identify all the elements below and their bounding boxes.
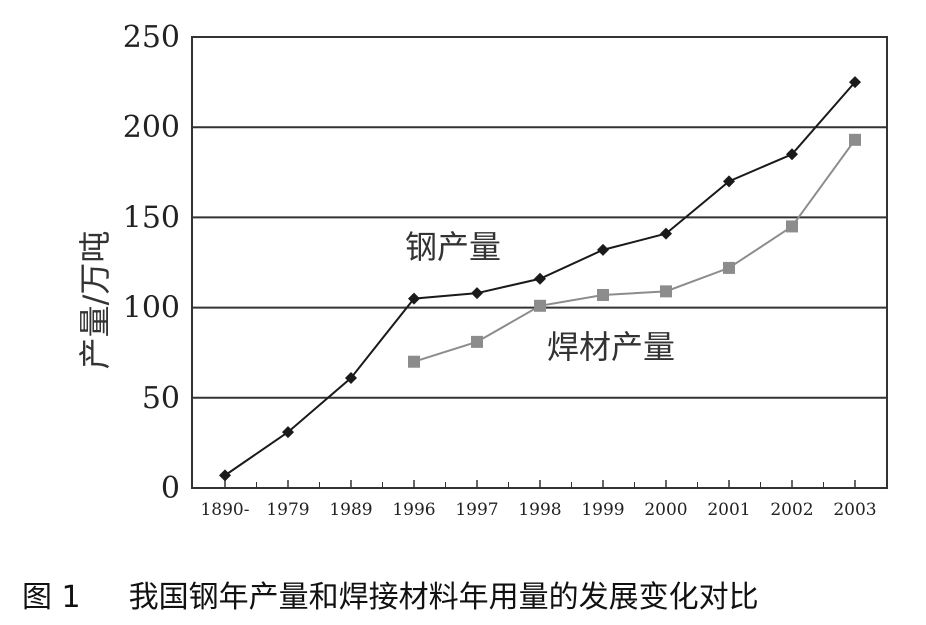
data-point-series-0 bbox=[723, 175, 735, 188]
chart-grid bbox=[192, 126, 887, 399]
data-point-series-1 bbox=[471, 335, 483, 348]
figure-caption: 图 1 我国钢年产量和焊接材料年用量的发展变化对比 bbox=[22, 572, 759, 616]
data-point-series-1 bbox=[723, 261, 735, 274]
x-tick-label: 2001 bbox=[707, 500, 750, 520]
figure-caption-text: 我国钢年产量和焊接材料年用量的发展变化对比 bbox=[128, 580, 759, 615]
y-tick-labels: 0 50 100 150 200 250 bbox=[123, 20, 180, 506]
x-tick-labels: 1890- 1979 1989 1996 1997 1998 1999 2000 2001 200… bbox=[200, 500, 876, 520]
x-tick-label: 1997 bbox=[455, 500, 498, 520]
data-point-series-1 bbox=[597, 288, 609, 301]
y-tick-100: 100 bbox=[123, 291, 180, 326]
data-point-series-0 bbox=[660, 227, 672, 240]
series-points bbox=[219, 76, 861, 482]
y-axis-label: 产量/万吨 bbox=[76, 231, 114, 370]
y-tick-0: 0 bbox=[161, 471, 180, 506]
data-point-series-1 bbox=[660, 285, 672, 298]
y-tick-150: 150 bbox=[123, 200, 180, 235]
y-tick-200: 200 bbox=[123, 110, 180, 145]
data-point-series-0 bbox=[282, 426, 294, 439]
data-point-series-0 bbox=[345, 371, 357, 384]
x-tick-label: 1989 bbox=[329, 500, 372, 520]
data-point-series-0 bbox=[219, 469, 231, 482]
x-tick-label: 1998 bbox=[518, 500, 561, 520]
data-point-series-1 bbox=[786, 220, 798, 233]
chart-axes bbox=[191, 36, 888, 489]
figure-number: 图 1 bbox=[22, 580, 81, 615]
data-point-series-1 bbox=[849, 133, 861, 146]
data-point-series-0 bbox=[597, 243, 609, 256]
x-tick-label: 1996 bbox=[392, 500, 435, 520]
y-tick-250: 250 bbox=[123, 20, 180, 55]
series-line-1 bbox=[413, 139, 856, 363]
series-label-steel: 钢产量 bbox=[405, 228, 501, 266]
data-point-series-0 bbox=[849, 76, 861, 89]
x-tick-label: 1890- bbox=[200, 500, 249, 520]
line-chart: 0 50 100 150 200 250 1890- 1979 1989 1996 1997 199… bbox=[76, 20, 888, 520]
series-label-welding: 焊材产量 bbox=[547, 328, 675, 366]
plot-frame bbox=[191, 36, 888, 489]
x-tick-label: 2002 bbox=[770, 500, 813, 520]
data-point-series-1 bbox=[534, 299, 546, 312]
data-point-series-0 bbox=[408, 292, 420, 305]
data-point-series-0 bbox=[534, 272, 546, 285]
x-tick-label: 2000 bbox=[644, 500, 687, 520]
data-point-series-1 bbox=[408, 355, 420, 368]
y-tick-50: 50 bbox=[142, 381, 180, 416]
x-tick-label: 1999 bbox=[581, 500, 624, 520]
data-point-series-0 bbox=[471, 287, 483, 300]
x-tick-label: 1979 bbox=[266, 500, 309, 520]
x-tick-label: 2003 bbox=[833, 500, 876, 520]
data-point-series-0 bbox=[786, 148, 798, 161]
